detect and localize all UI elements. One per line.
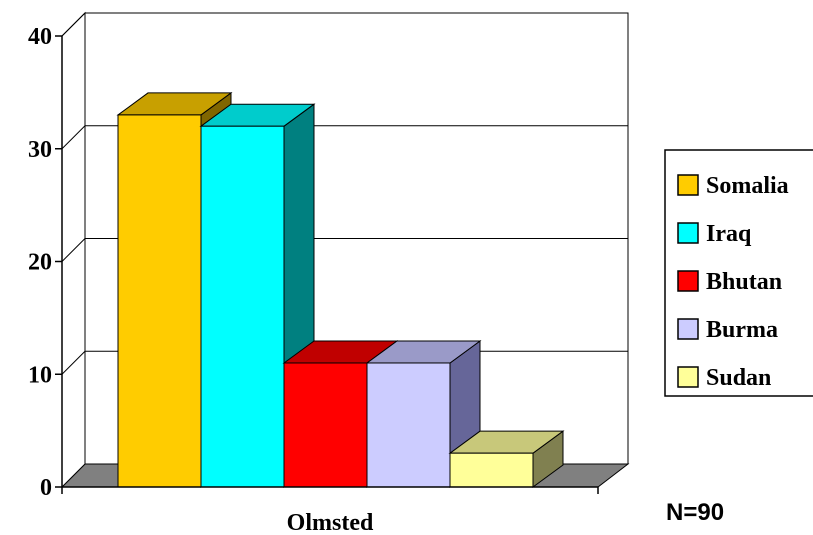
y-tick-label: 10 <box>28 362 52 388</box>
gridline-side <box>61 12 86 37</box>
legend-label: Sudan <box>706 365 771 391</box>
bar-front <box>366 362 451 488</box>
y-tick-label: 30 <box>28 137 52 163</box>
legend-item: Bhutan <box>677 269 782 295</box>
legend-item: Somalia <box>677 173 789 199</box>
legend-swatch <box>677 366 699 388</box>
bar-front <box>117 114 202 488</box>
legend-swatch <box>677 318 699 340</box>
legend-item: Burma <box>677 317 778 343</box>
sample-size-annotation: N=90 <box>666 499 724 526</box>
legend-item: Sudan <box>677 365 771 391</box>
y-axis: 0 10 20 30 40 <box>28 24 63 501</box>
legend: Somalia Iraq Bhutan Burma Sudan <box>664 149 813 397</box>
bar-front <box>200 125 285 488</box>
legend-label: Iraq <box>706 221 752 247</box>
gridline-side <box>61 350 86 375</box>
x-category-label: Olmsted <box>287 510 374 535</box>
gridline-side <box>61 125 86 150</box>
legend-label: Burma <box>706 317 778 343</box>
legend-label: Bhutan <box>706 269 782 295</box>
bar-front <box>449 452 534 488</box>
legend-swatch <box>677 222 699 244</box>
bar-series <box>116 91 565 488</box>
bar-sudan <box>448 430 565 488</box>
y-tick-label: 0 <box>40 475 52 501</box>
y-tick-label: 20 <box>28 250 52 276</box>
legend-item: Iraq <box>677 221 752 247</box>
gridline-side <box>61 238 86 262</box>
legend-swatch <box>677 270 699 292</box>
legend-swatch <box>677 174 699 196</box>
x-axis: Olmsted <box>61 486 599 535</box>
bar-front <box>283 362 368 488</box>
legend-label: Somalia <box>706 173 789 199</box>
y-tick-label: 40 <box>28 24 52 50</box>
